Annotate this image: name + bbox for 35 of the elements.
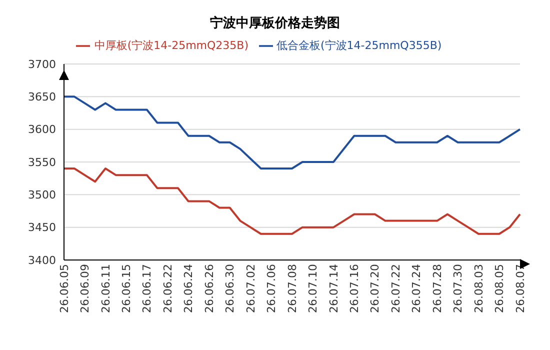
y-tick-label: 3550 xyxy=(28,156,56,169)
legend-label: 低合金板(宁波14-25mmQ355B) xyxy=(276,39,442,52)
x-tick-label: 26.06.11 xyxy=(99,264,112,313)
x-tick-label: 26.07.22 xyxy=(389,264,402,313)
x-tick-label: 26.06.15 xyxy=(120,264,133,313)
x-tick-label: 26.07.06 xyxy=(265,264,278,313)
y-tick-label: 3600 xyxy=(28,123,56,136)
line-series xyxy=(63,96,521,170)
x-tick-label: 26.08.05 xyxy=(493,264,506,313)
x-tick-label: 26.06.22 xyxy=(161,264,174,313)
x-tick-label: 26.07.28 xyxy=(430,264,444,313)
x-tick-label: 26.06.26 xyxy=(202,264,216,313)
y-tick-label: 3450 xyxy=(28,221,56,234)
x-tick-label: 26.07.16 xyxy=(348,264,361,313)
x-tick-label: 26.08.07 xyxy=(514,264,527,313)
x-tick-label: 26.07.10 xyxy=(306,264,320,313)
y-tick-label: 3400 xyxy=(28,254,56,267)
x-tick-label: 26.06.17 xyxy=(140,264,154,313)
x-tick-label: 26.07.30 xyxy=(452,264,465,313)
x-tick-label: 26.06.30 xyxy=(224,264,237,313)
x-tick-label: 26.06.09 xyxy=(78,264,92,313)
x-tick-label: 26.07.24 xyxy=(410,264,424,313)
x-tick-label: 26.06.24 xyxy=(182,264,196,313)
y-tick-label: 3700 xyxy=(28,58,56,71)
x-tick-label: 26.06.05 xyxy=(58,264,71,313)
x-tick-label: 26.07.08 xyxy=(286,264,299,313)
x-tick-label: 26.07.20 xyxy=(368,264,382,313)
x-tick-label: 26.07.14 xyxy=(327,264,340,313)
y-tick-label: 3500 xyxy=(28,188,56,202)
y-tick-label: 3650 xyxy=(28,90,56,104)
line-series xyxy=(63,168,521,235)
legend-label: 中厚板(宁波14-25mmQ235B) xyxy=(94,39,248,52)
chart-title: 宁波中厚板价格走势图 xyxy=(209,14,341,33)
x-tick-label: 26.07.02 xyxy=(244,264,258,313)
x-tick-label: 26.08.03 xyxy=(472,264,486,313)
